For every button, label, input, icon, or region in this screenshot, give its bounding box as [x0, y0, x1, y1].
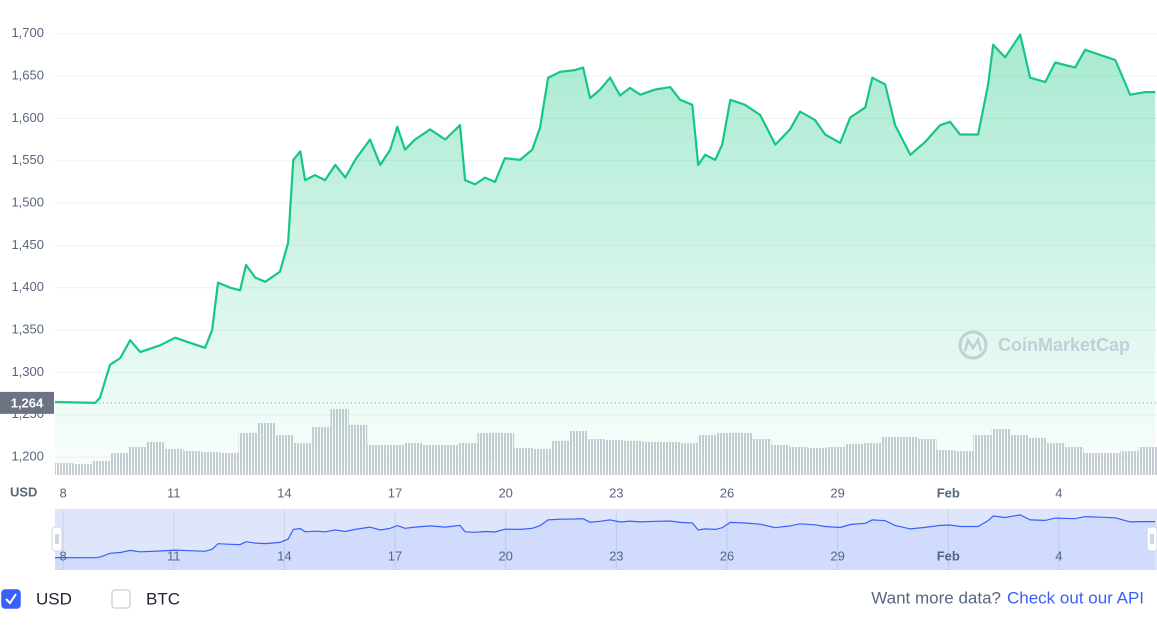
navigator-tick-label: 26 [720, 548, 734, 563]
axis-label: USD [10, 484, 37, 499]
y-tick-label: 1,300 [11, 364, 44, 379]
x-tick-label: 11 [167, 485, 181, 500]
api-link[interactable]: Check out our API [1007, 588, 1144, 607]
x-tick-label: 23 [609, 485, 623, 500]
checkbox[interactable] [1, 589, 21, 609]
price-line [55, 33, 1156, 404]
navigator-tick-label: 14 [277, 548, 291, 563]
watermark-icon [958, 330, 988, 360]
navigator-handle[interactable] [51, 526, 63, 552]
navigator-tick-label: 23 [609, 548, 623, 563]
current-price-box [0, 391, 54, 414]
watermark-text: CoinMarketCap [998, 335, 1130, 355]
navigator-line [54, 514, 1156, 559]
y-tick-label: 1,650 [11, 67, 44, 82]
y-tick-label: 1,700 [11, 25, 44, 40]
x-tick-label: 17 [388, 485, 402, 500]
price-area [55, 34, 1156, 474]
y-tick-label: 1,400 [11, 279, 44, 294]
x-tick-label: 4 [1055, 485, 1062, 500]
navigator-tick-label: 17 [388, 548, 402, 563]
x-tick-label: 20 [498, 485, 512, 500]
y-tick-label: 1,600 [11, 110, 44, 125]
watermark-icon-mark [963, 336, 983, 352]
y-tick-label: 1,200 [11, 449, 44, 464]
navigator-background[interactable] [55, 509, 1157, 570]
navigator-tick-label: 11 [167, 548, 181, 563]
checkmark [5, 593, 17, 605]
x-tick-label: 14 [277, 485, 291, 500]
x-tick-label: 29 [830, 485, 844, 500]
navigator-handle[interactable] [1146, 526, 1157, 552]
checkbox[interactable] [111, 589, 131, 609]
y-tick-label: 1,450 [11, 237, 44, 252]
checkbox-label[interactable]: BTC [146, 589, 180, 608]
x-tick-label: Feb [937, 485, 960, 500]
current-price-label: 1,264 [11, 395, 44, 410]
checkbox-label[interactable]: USD [36, 589, 72, 608]
x-tick-label: 8 [59, 485, 66, 500]
x-tick-label: 26 [720, 485, 734, 500]
navigator-tick-label: 8 [59, 548, 66, 563]
watermark: CoinMarketCap [958, 330, 1130, 360]
navigator-tick-label: 4 [1055, 548, 1062, 563]
navigator-tick-label: Feb [937, 548, 960, 563]
y-tick-label: 1,350 [11, 321, 44, 336]
y-tick-label: 1,550 [11, 152, 44, 167]
footer-prompt: Want more data? [871, 588, 1001, 607]
y-tick-label: 1,500 [11, 194, 44, 209]
navigator-area [55, 514, 1156, 570]
navigator-tick-label: 29 [830, 548, 844, 563]
navigator-tick-label: 20 [498, 548, 512, 563]
